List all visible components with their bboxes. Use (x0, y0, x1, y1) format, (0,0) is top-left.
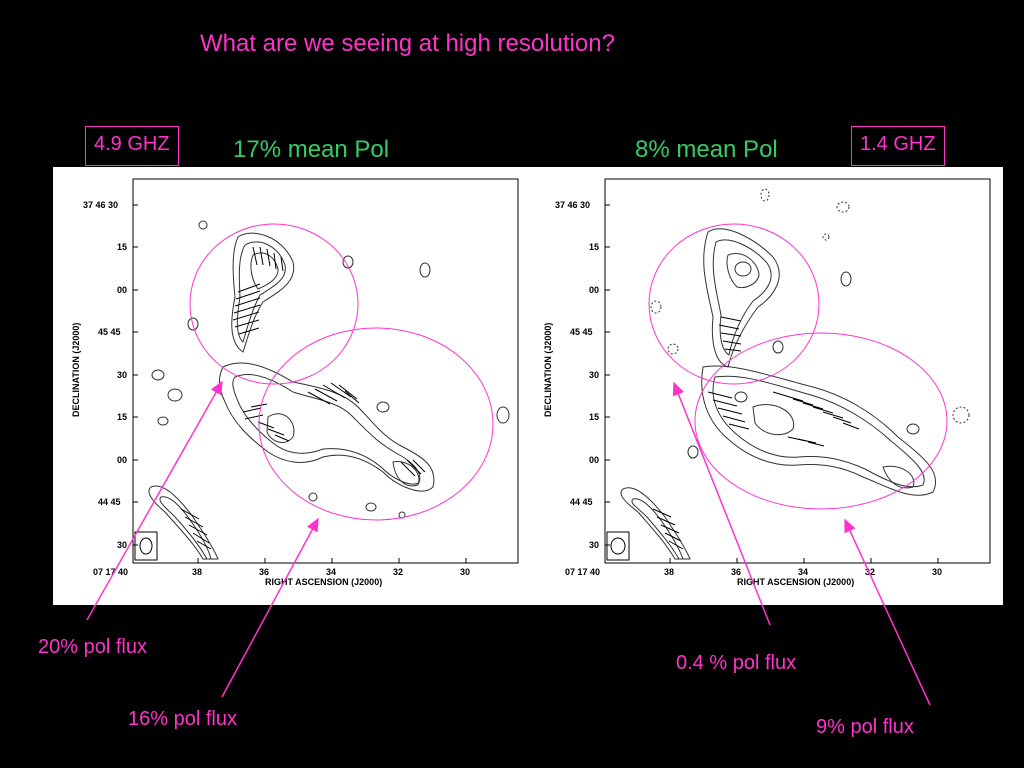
right-ytick-1: 15 (589, 242, 599, 252)
slide-title: What are we seeing at high resolution? (200, 30, 615, 57)
left-map: 37 46 30 15 00 45 45 30 15 00 44 45 30 0… (71, 178, 519, 587)
right-ytick-8: 30 (589, 540, 599, 550)
right-ytick-5: 15 (589, 412, 599, 422)
arrow-9pct (844, 518, 931, 706)
right-ytick-3: 45 45 (570, 327, 593, 337)
right-map-frame (604, 178, 991, 564)
right-xtick-3: 34 (798, 567, 808, 577)
left-xtick-3: 34 (326, 567, 336, 577)
left-y-ticks (133, 204, 467, 563)
left-ytick-0: 37 46 30 (83, 200, 118, 210)
left-ytick-6: 00 (117, 455, 127, 465)
arrow-16pct (221, 517, 319, 698)
left-beam-box (134, 531, 158, 561)
mean-pol-label-left: 17% mean Pol (233, 136, 390, 163)
frequency-label-left: 4.9 GHZ (85, 126, 179, 166)
left-xtick-4: 32 (393, 567, 403, 577)
left-xtick-1: 38 (192, 567, 202, 577)
right-ytick-7: 44 45 (570, 497, 593, 507)
arrow-20pct (86, 380, 223, 621)
right-xtick-1: 38 (664, 567, 674, 577)
mean-pol-label-right: 8% mean Pol (635, 136, 778, 163)
right-map: 37 46 30 15 00 45 45 30 15 00 44 45 30 0… (543, 178, 991, 587)
callout-0-4pct-pol-flux: 0.4 % pol flux (676, 652, 797, 674)
right-circle-upper (648, 223, 820, 385)
right-xtick-0: 07 17 40 (565, 567, 600, 577)
left-ytick-3: 45 45 (98, 327, 121, 337)
right-ytick-6: 00 (589, 455, 599, 465)
right-xtick-2: 36 (731, 567, 741, 577)
right-xtick-5: 30 (932, 567, 942, 577)
right-contours (620, 188, 970, 560)
left-xlabel: RIGHT ASCENSION (J2000) (265, 577, 382, 587)
right-circle-lower (694, 332, 948, 510)
left-contours (148, 220, 510, 560)
right-ytick-2: 00 (589, 285, 599, 295)
contour-maps-figure: 37 46 30 15 00 45 45 30 15 00 44 45 30 0… (71, 178, 991, 587)
left-xtick-5: 30 (460, 567, 470, 577)
left-xtick-0: 07 17 40 (93, 567, 128, 577)
right-xtick-4: 32 (865, 567, 875, 577)
left-circle-upper (189, 223, 359, 385)
right-ytick-0: 37 46 30 (555, 200, 590, 210)
arrow-0-4pct (672, 381, 771, 626)
left-pol-vectors (180, 246, 426, 550)
left-ytick-2: 00 (117, 285, 127, 295)
left-ytick-8: 30 (117, 540, 127, 550)
left-ytick-4: 30 (117, 370, 127, 380)
right-beam (610, 537, 626, 555)
left-circle-lower (258, 327, 494, 521)
left-map-frame (132, 178, 519, 564)
right-beam-box (606, 531, 630, 561)
right-xlabel: RIGHT ASCENSION (J2000) (737, 577, 854, 587)
right-y-ticks (605, 204, 939, 563)
right-ylabel: DECLINATION (J2000) (543, 323, 553, 417)
callout-9pct-pol-flux: 9% pol flux (816, 716, 914, 738)
left-beam (139, 537, 153, 555)
right-pol-vectors (652, 316, 860, 550)
left-ytick-7: 44 45 (98, 497, 121, 507)
left-ylabel: DECLINATION (J2000) (71, 323, 81, 417)
callout-20pct-pol-flux: 20% pol flux (38, 636, 147, 658)
right-ytick-4: 30 (589, 370, 599, 380)
left-xtick-2: 36 (259, 567, 269, 577)
left-ytick-5: 15 (117, 412, 127, 422)
callout-16pct-pol-flux: 16% pol flux (128, 708, 237, 730)
left-ytick-1: 15 (117, 242, 127, 252)
frequency-label-right: 1.4 GHZ (851, 126, 945, 166)
